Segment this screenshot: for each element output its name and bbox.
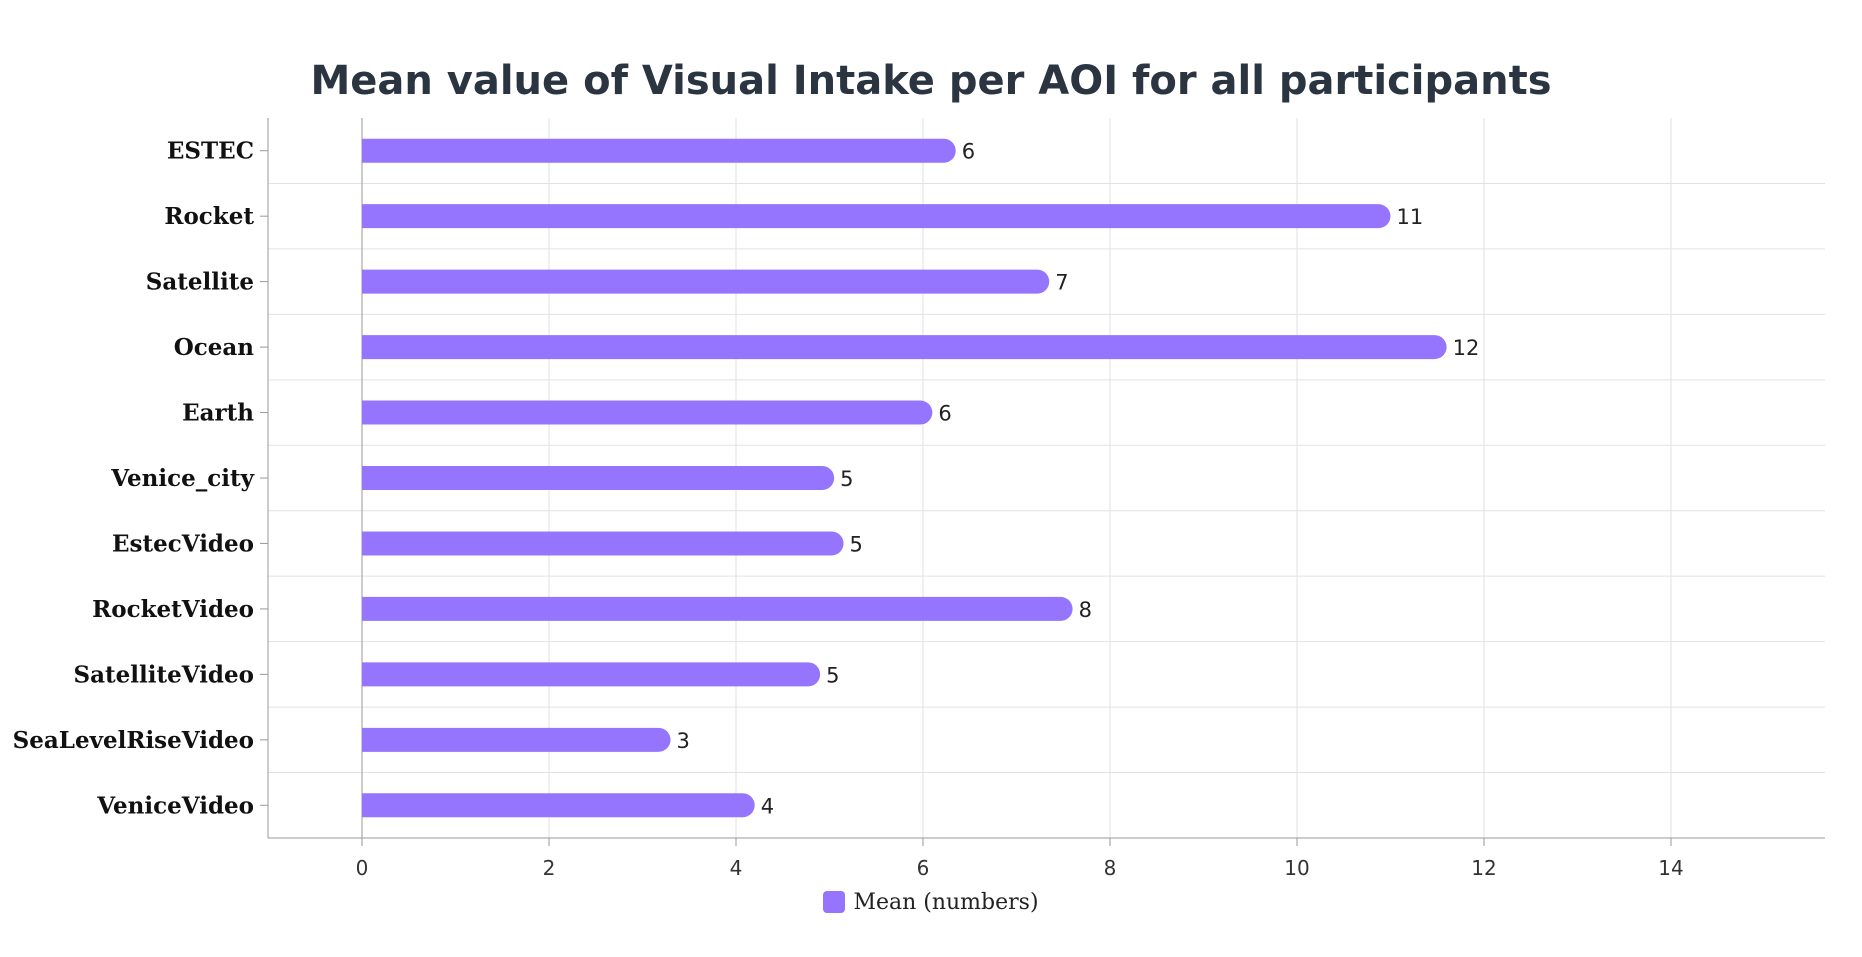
bar [362,400,933,425]
x-tick-label: 4 [730,856,743,880]
x-tick-label: 14 [1658,856,1683,880]
legend[interactable]: Mean (numbers) [0,890,1862,915]
bar [362,466,835,490]
bar [362,204,1391,229]
bar [362,531,844,556]
x-tick-label: 0 [356,856,369,880]
axes: 0 2 4 6 8 10 12 14 [260,118,1825,880]
category-label: Ocean [174,334,255,361]
x-tick-label: 2 [543,856,556,880]
legend-swatch [823,891,846,913]
gridlines [268,118,1825,838]
bar [362,727,671,752]
data-label: 4 [761,794,774,818]
category-label: VeniceVideo [96,792,254,819]
category-label: Rocket [164,203,254,230]
data-label: 6 [938,402,951,426]
category-label: Venice_city [110,465,254,492]
x-tick-label: 8 [1104,856,1117,880]
bar [362,596,1073,621]
data-label: 5 [826,663,839,687]
data-label: 8 [1079,598,1092,622]
data-label: 11 [1397,205,1424,229]
category-label: Satellite [146,269,254,296]
legend-label: Mean (numbers) [853,890,1039,915]
category-label: EstecVideo [112,530,254,557]
data-label: 6 [962,140,975,164]
category-label: SatelliteVideo [74,661,254,688]
bar [362,662,821,687]
x-tick-label: 10 [1284,856,1309,880]
bars [362,138,1447,818]
data-label: 7 [1055,271,1068,295]
data-label: 5 [850,532,863,556]
data-label: 5 [840,467,853,491]
category-label: RocketVideo [92,596,254,623]
bar [362,138,956,163]
labels: ESTEC 6 Rocket 11 Satellite 7 Ocean 12 Earth 6 Ven… [13,138,1480,820]
chart-title: Mean value of Visual Intake per AOI for … [310,58,1552,104]
category-label: ESTEC [167,138,254,165]
category-label: SeaLevelRiseVideo [13,727,254,754]
category-label: Earth [182,400,254,427]
data-label: 3 [677,729,690,753]
data-label: 12 [1453,336,1480,360]
bar [362,793,755,818]
bar [362,269,1050,294]
x-tick-label: 6 [917,856,930,880]
x-tick-label: 12 [1471,856,1496,880]
bar [362,335,1447,360]
